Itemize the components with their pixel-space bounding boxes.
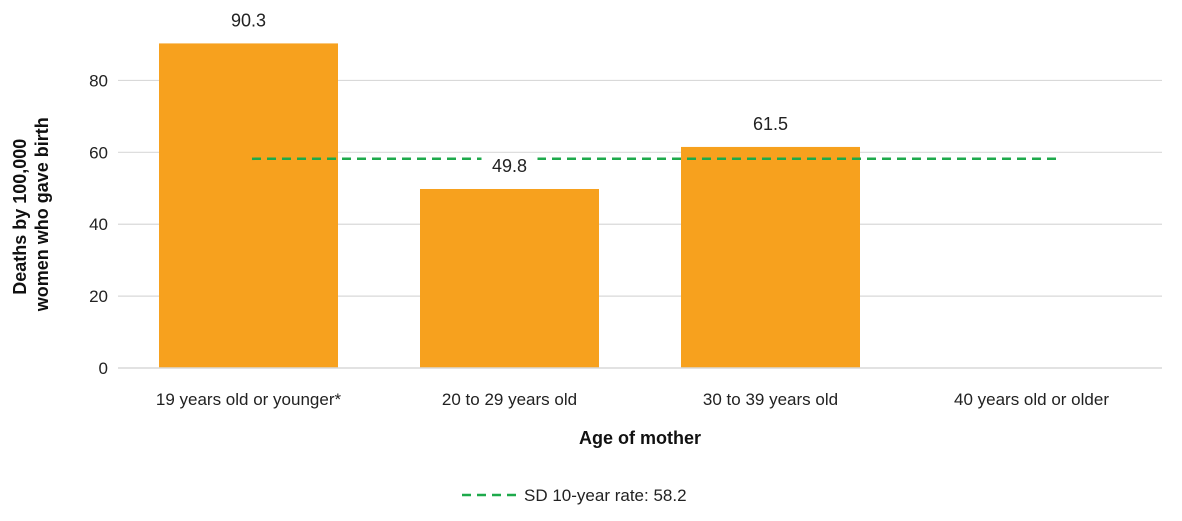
- x-category-label: 40 years old or older: [954, 390, 1109, 409]
- x-category-label: 20 to 29 years old: [442, 390, 577, 409]
- y-axis-title-line-1: Deaths by 100,000: [10, 139, 30, 295]
- bar: [681, 146, 860, 368]
- x-category-label: 30 to 39 years old: [703, 390, 838, 409]
- data-label-background: [481, 154, 538, 177]
- y-tick-label: 0: [99, 359, 108, 378]
- y-tick-label: 80: [89, 71, 108, 90]
- bars: [159, 43, 860, 369]
- data-label: 49.8: [492, 156, 527, 176]
- data-labels: 90.3 49.8 61.5: [220, 9, 799, 177]
- y-tick-label: 60: [89, 143, 108, 162]
- y-tick-label: 20: [89, 287, 108, 306]
- y-axis-title: Deaths by 100,000 women who gave birth: [10, 117, 52, 312]
- x-category-label: 19 years old or younger*: [156, 390, 342, 409]
- data-label: 61.5: [753, 114, 788, 134]
- x-axis-title: Age of mother: [579, 428, 701, 448]
- y-tick-label: 40: [89, 215, 108, 234]
- data-label-background: [742, 112, 799, 135]
- data-label: 90.3: [231, 10, 266, 30]
- y-axis-title-line-2: women who gave birth: [32, 117, 52, 312]
- legend-label: SD 10-year rate: 58.2: [524, 486, 687, 505]
- data-label-background: [220, 9, 277, 32]
- bar: [159, 43, 338, 369]
- legend: SD 10-year rate: 58.2: [462, 486, 687, 505]
- x-axis-categories: 19 years old or younger* 20 to 29 years o…: [156, 390, 1109, 409]
- bar: [420, 188, 599, 368]
- y-axis-ticks: 0 20 40 60 80: [89, 71, 108, 378]
